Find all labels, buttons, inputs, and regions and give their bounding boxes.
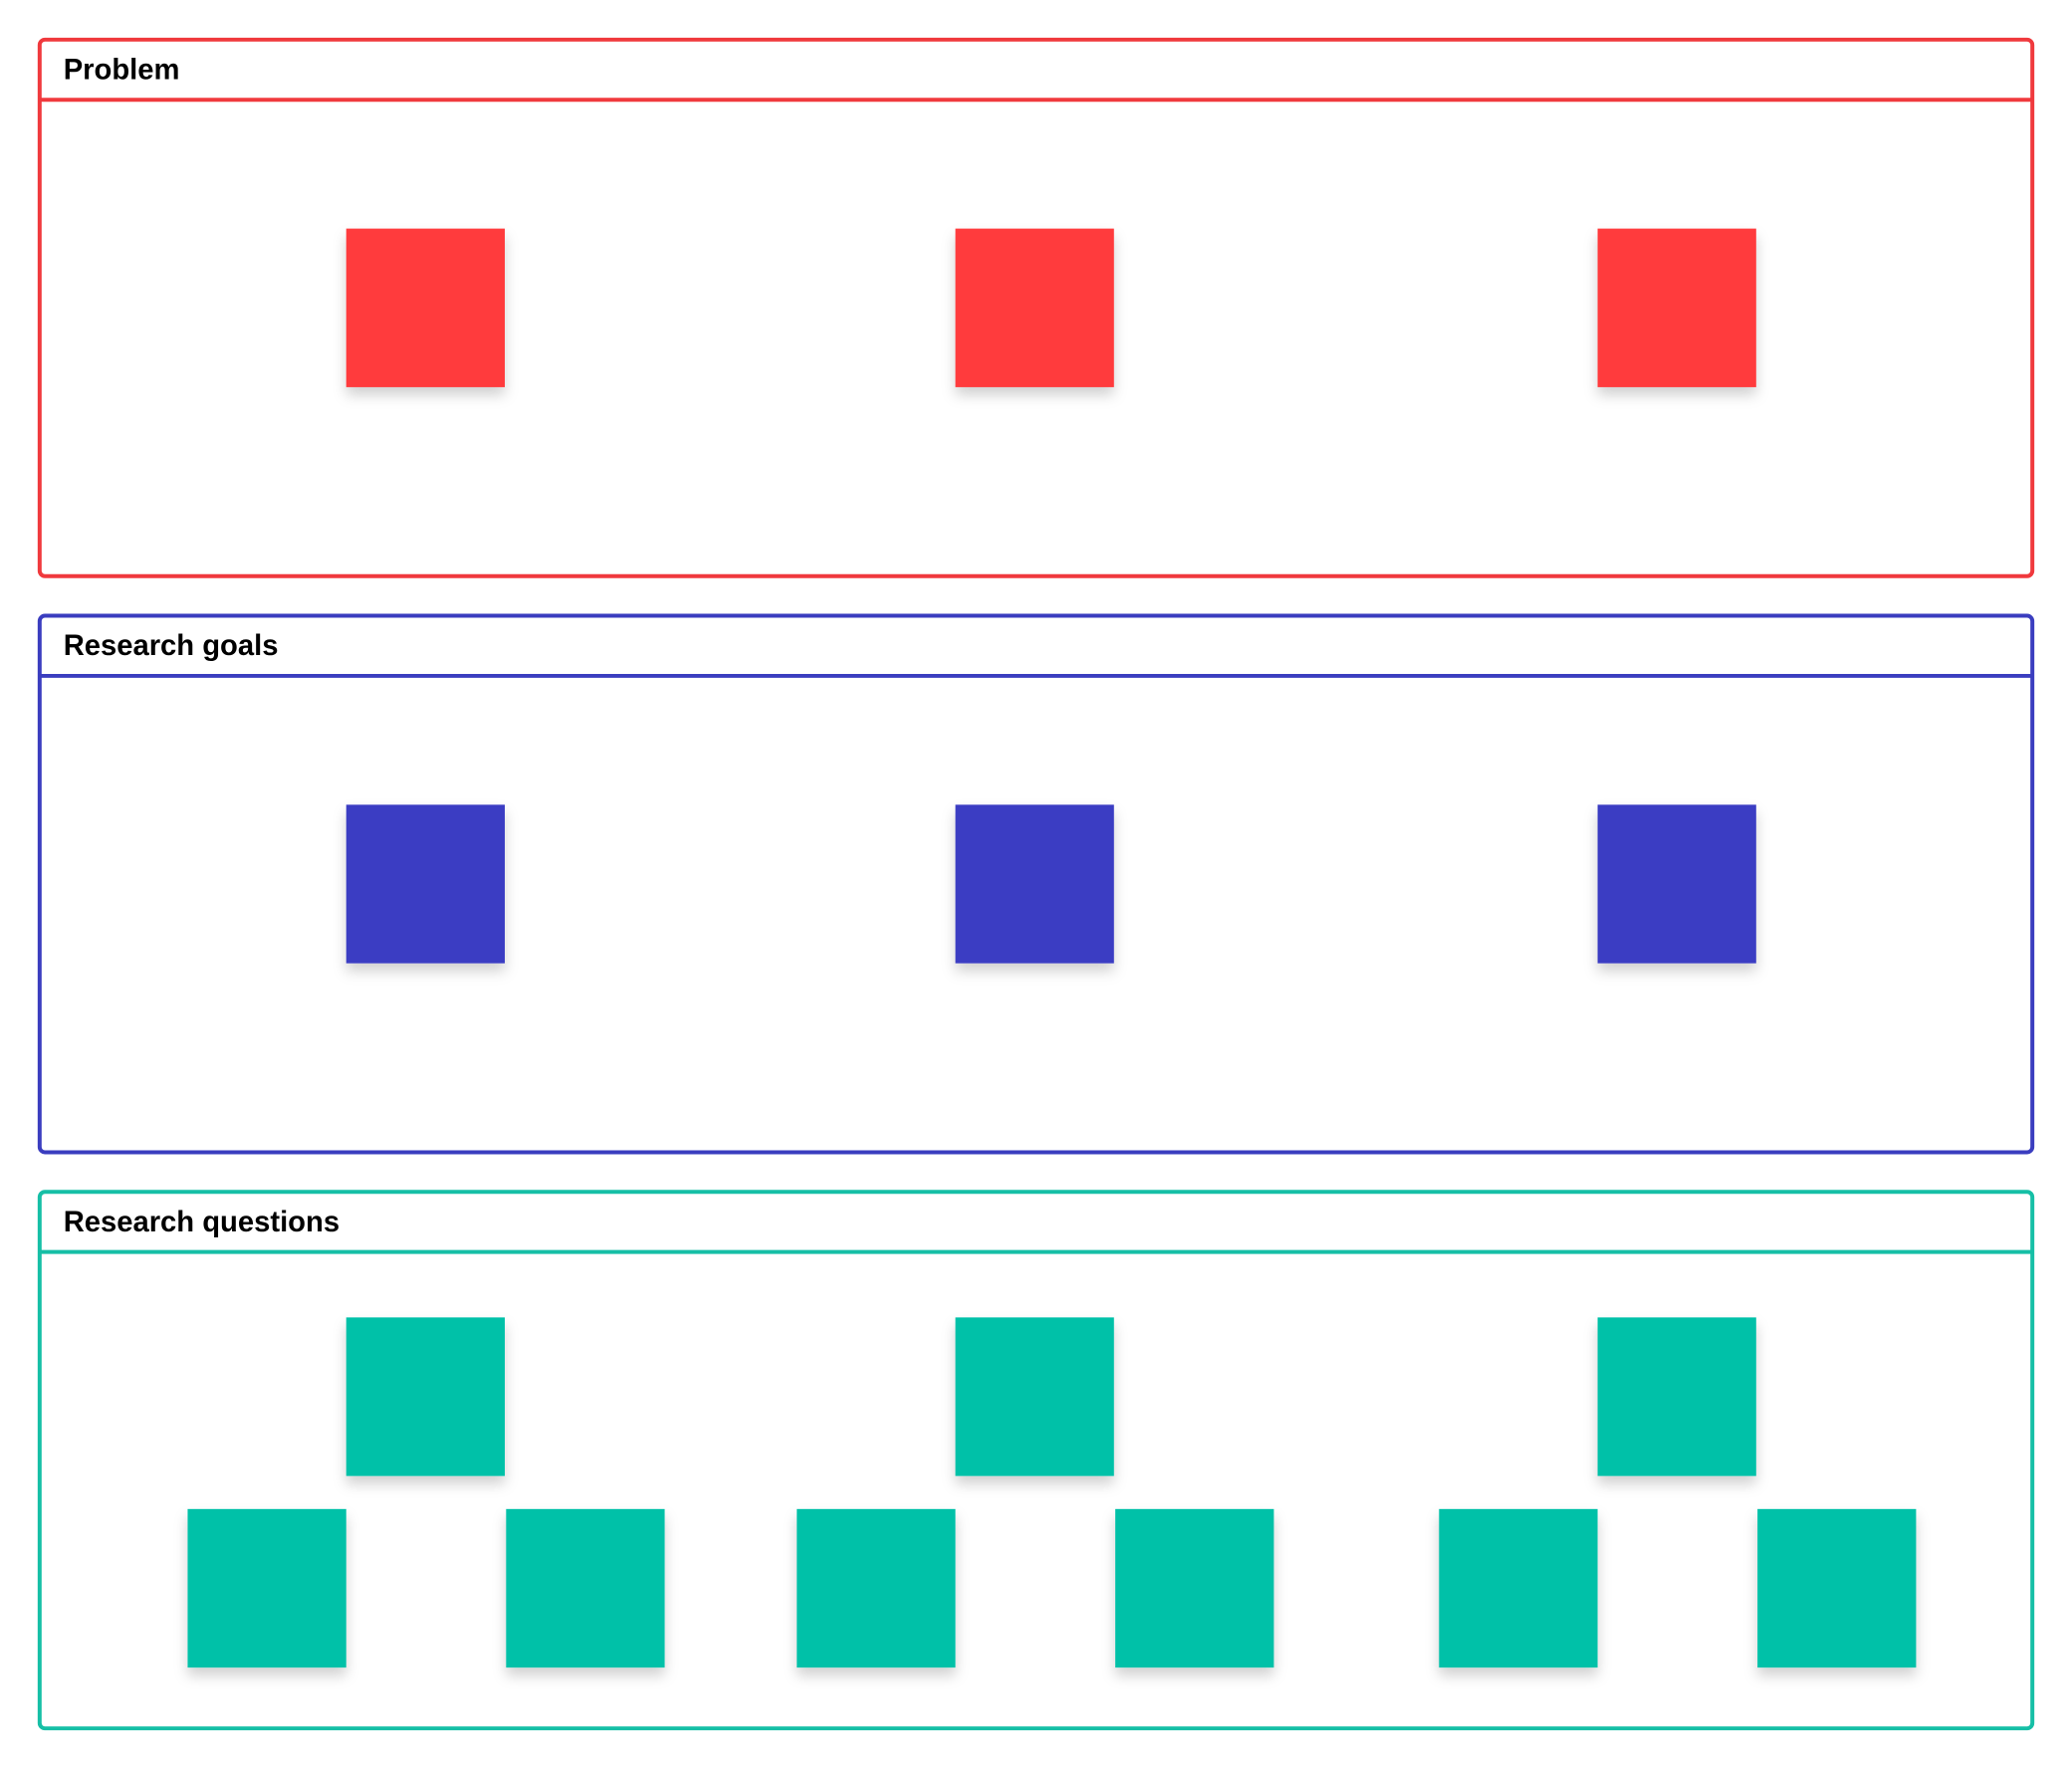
sticky-notes xyxy=(187,228,1917,1668)
sticky-note[interactable] xyxy=(955,228,1114,387)
sticky-note[interactable] xyxy=(345,804,505,964)
frame-title: Problem xyxy=(64,54,180,86)
sticky-note[interactable] xyxy=(1757,1508,1917,1668)
sticky-note[interactable] xyxy=(187,1508,346,1668)
sticky-note[interactable] xyxy=(1115,1508,1274,1668)
sticky-note[interactable] xyxy=(345,1317,505,1476)
sticky-note[interactable] xyxy=(1597,1317,1756,1476)
sticky-note[interactable] xyxy=(1597,804,1756,964)
sticky-note[interactable] xyxy=(797,1508,956,1668)
sticky-note[interactable] xyxy=(955,804,1114,964)
sticky-note[interactable] xyxy=(955,1317,1114,1476)
sticky-note[interactable] xyxy=(1439,1508,1598,1668)
sticky-note[interactable] xyxy=(1597,228,1756,387)
sticky-note[interactable] xyxy=(345,228,505,387)
frame-title: Research questions xyxy=(64,1207,340,1238)
sticky-note[interactable] xyxy=(506,1508,665,1668)
frame-title: Research goals xyxy=(64,630,279,662)
